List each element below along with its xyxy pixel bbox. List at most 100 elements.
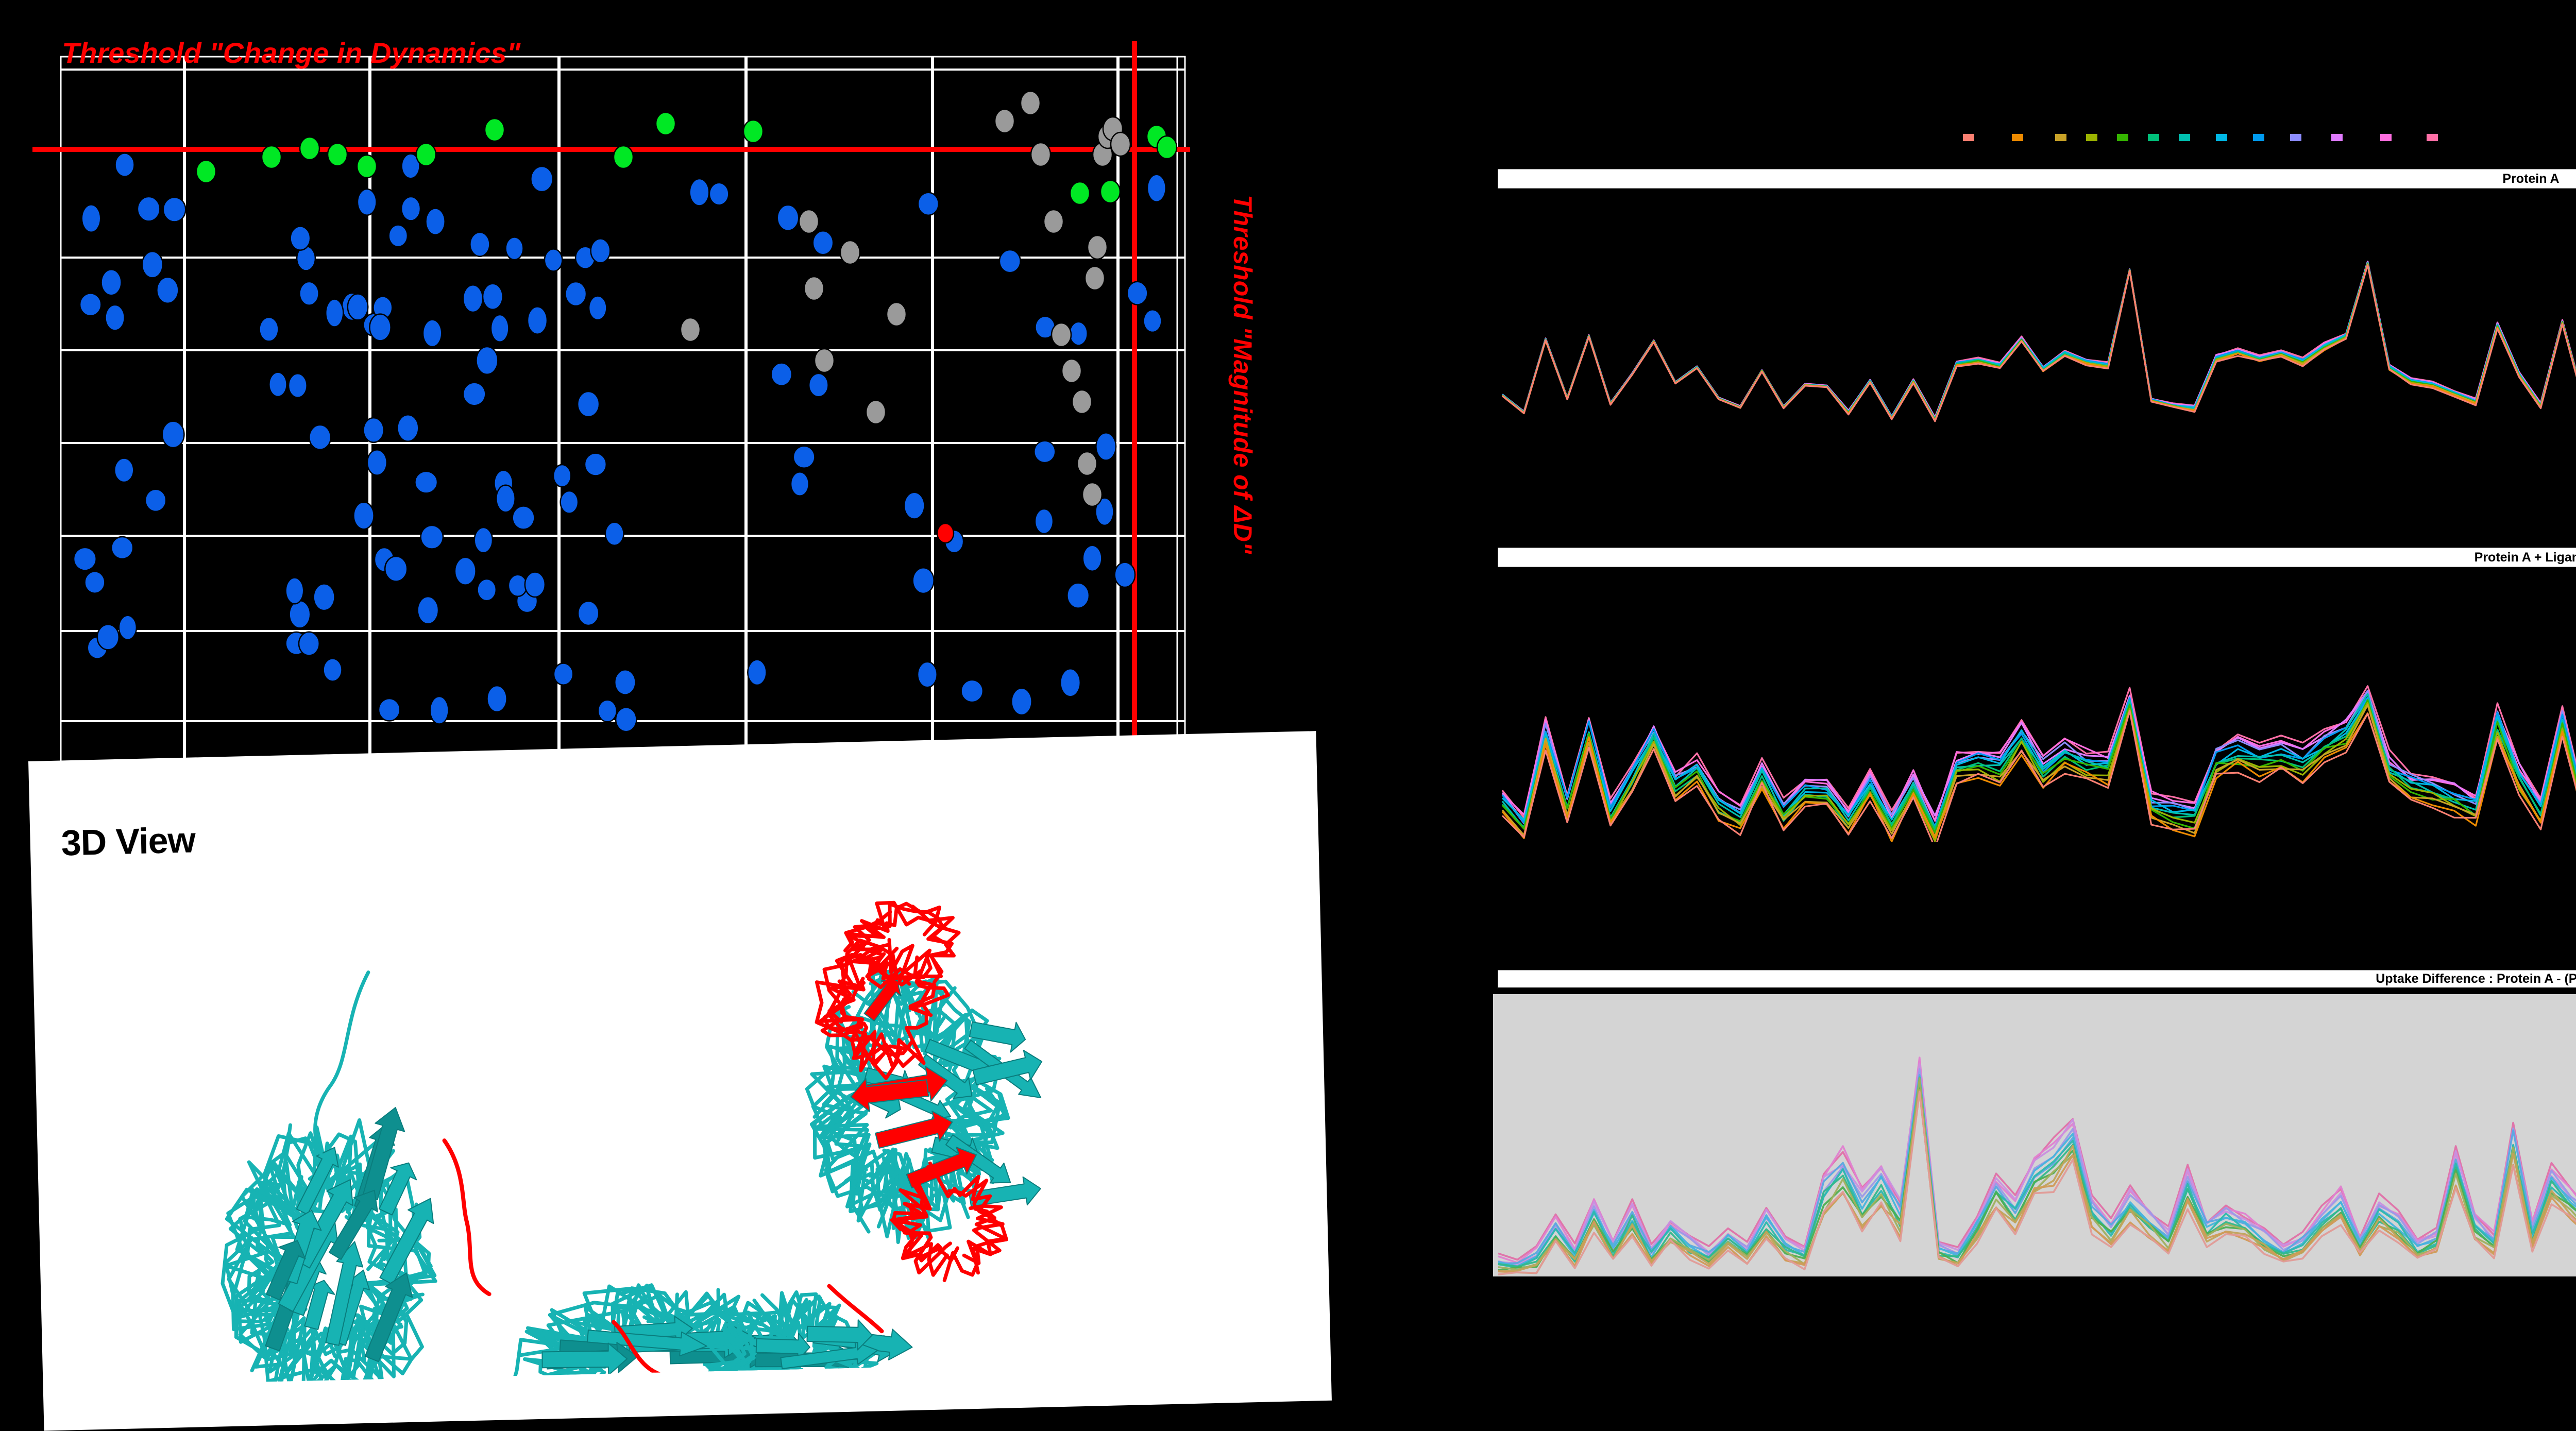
scatter-point [161, 420, 185, 449]
scatter-point [917, 192, 940, 216]
protein-ribbon-segment [717, 1308, 842, 1386]
beta-sheet-arrow [304, 1280, 335, 1331]
scatter-point [327, 142, 348, 167]
uptake-trace-series-6 [1501, 262, 2576, 421]
scatter-point [84, 571, 106, 594]
protein-ribbon-segment [865, 905, 961, 980]
protein-ribbon-segment [313, 970, 370, 1156]
uptake-trace-series-5 [1502, 262, 2576, 420]
scatter-point [1020, 90, 1041, 116]
uptake-trace-series-11 [1502, 261, 2576, 418]
uptake-trace-series-12 [1502, 261, 2576, 418]
scatter-point [378, 697, 401, 722]
protein-structure-3d[interactable] [98, 845, 1192, 1386]
scatter-point [422, 319, 443, 348]
scatter-point [994, 108, 1015, 134]
uptake-trace-series-3 [1502, 263, 2576, 421]
uptake-trace-series-10 [1502, 261, 2576, 420]
scatter-point [689, 178, 710, 207]
legend-swatch-10 [2331, 134, 2343, 141]
protein-ribbon-segment [619, 1294, 762, 1386]
uptake-trace-series-8 [1501, 262, 2576, 420]
scatter-point [790, 471, 810, 497]
scatter-point [1033, 440, 1056, 464]
scatter-point [1143, 309, 1162, 333]
scatter-point [110, 536, 134, 560]
scatter-point [776, 204, 800, 232]
scatter-point [998, 249, 1021, 274]
uptake-trace-series-0 [1498, 1091, 2576, 1275]
scatter-point [353, 501, 375, 530]
protein-ribbon-segment [843, 901, 941, 952]
scatter-point [141, 250, 164, 279]
volcano-plot-svg: Threshold "Change in Dynamics" Threshold… [0, 0, 1340, 834]
scatter-point [903, 491, 925, 520]
protein-ribbon-segment [611, 1320, 705, 1386]
scatter-point [356, 154, 378, 179]
protein-ribbon-segment [238, 1123, 413, 1386]
legend-swatch-4 [2117, 134, 2128, 141]
scatter-point [1050, 322, 1072, 348]
scatter-point [290, 226, 311, 251]
scatter-point [560, 490, 579, 514]
scatter-point [1156, 135, 1178, 160]
scatter-point [162, 196, 187, 223]
scatter-point [462, 284, 484, 313]
scatter-point [1084, 265, 1106, 291]
scatter-point [363, 417, 385, 444]
protein-ribbon-segment [250, 1126, 347, 1373]
scatter-point [420, 524, 444, 550]
3d-view-panel[interactable]: 3D View [28, 731, 1332, 1431]
scatter-point [137, 196, 161, 222]
beta-sheet-arrow [379, 1162, 417, 1216]
scatter-point [469, 231, 490, 257]
scatter-point [482, 283, 504, 310]
scatter-point [347, 293, 369, 321]
scatter-point [708, 182, 730, 206]
scatter-point [565, 281, 587, 307]
scatter-point [524, 571, 546, 598]
scatter-point [299, 281, 319, 306]
legend-swatch-0 [1963, 134, 1974, 141]
protein-ribbon-segment [827, 1284, 884, 1334]
scatter-point [588, 295, 607, 321]
scatter-point [473, 526, 494, 554]
scatter-point [366, 449, 388, 476]
protein-ribbon-segment [524, 1283, 705, 1386]
legend-swatch-2 [2055, 134, 2066, 141]
scatter-point [1069, 181, 1091, 206]
trace-plot-protein-a [1493, 196, 2576, 422]
legend-swatch-9 [2290, 134, 2301, 141]
beta-sheet-arrow [751, 1373, 871, 1386]
legend-swatch-12 [2427, 134, 2438, 141]
legend-swatch-3 [2086, 134, 2097, 141]
beta-sheet-arrow [875, 1111, 953, 1149]
scatter-point [400, 196, 421, 222]
scatter-point [814, 348, 835, 373]
scatter-point [527, 306, 548, 335]
scatter-point [808, 372, 829, 398]
scatter-point [325, 298, 344, 328]
threshold-magnitude-of-delta-d-label: Threshold "Magnitude of ΔD" [1228, 195, 1257, 555]
scatter-point [195, 159, 217, 184]
scatter-point [415, 142, 437, 167]
scatter-point [865, 399, 887, 425]
scatter-point [323, 658, 343, 682]
scatter-point [490, 314, 510, 343]
scatter-point [118, 615, 138, 641]
3d-view-title: 3D View [60, 820, 196, 863]
beta-sheet-arrow [918, 1054, 973, 1099]
protein-ribbon-segment [818, 952, 904, 1072]
scatter-point [1034, 508, 1054, 535]
legend-swatch-6 [2179, 134, 2190, 141]
protein-ribbon-segment [826, 975, 977, 1129]
panel-title-uptake-difference: Uptake Difference : Protein A - (Protein… [1498, 970, 2576, 990]
scatter-point [1095, 432, 1117, 461]
scatter-point [114, 152, 135, 177]
protein-ribbon-segment [898, 1165, 949, 1277]
scatter-point [798, 209, 820, 234]
volcano-gridlines [60, 56, 1186, 774]
scatter-point [553, 662, 574, 686]
legend-swatch-7 [2216, 134, 2227, 141]
scatter-point [454, 556, 477, 586]
